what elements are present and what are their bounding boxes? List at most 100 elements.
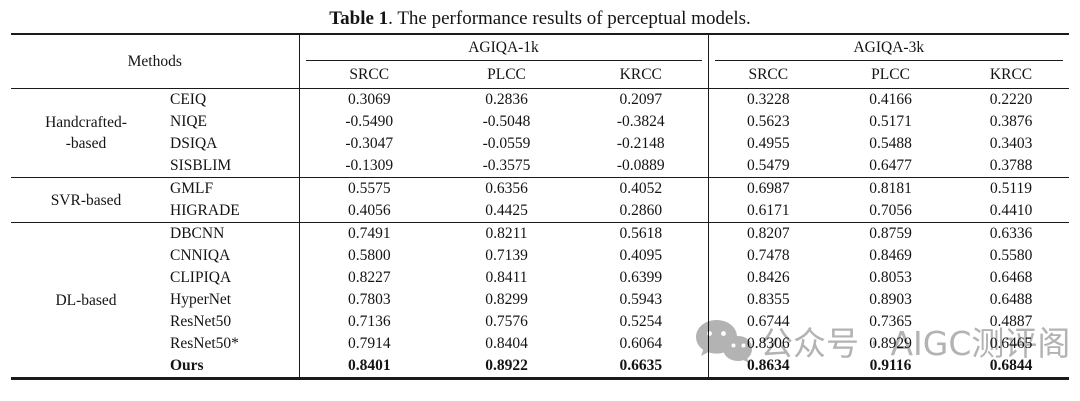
metric-value: 0.6171	[707, 200, 829, 223]
metric-value: 0.5623	[707, 111, 829, 133]
method-name: ResNet50*	[170, 335, 239, 352]
category-label-svr: SVR-based	[50, 191, 122, 209]
table-row: SVR-based GMLF 0.5575 0.6356 0.4052 0.69…	[11, 177, 1069, 209]
table-row: DL-based DBCNN 0.7491 0.8211 0.5618 0.82…	[11, 222, 1069, 309]
method-name: Ours	[170, 357, 204, 374]
metric-value: 0.5488	[869, 135, 912, 152]
metric-value: 0.6488	[989, 291, 1033, 308]
table-row: ResNet50 0.7136 0.7576 0.5254 0.6744 0.7…	[11, 311, 1069, 333]
metric-value: 0.6635	[619, 357, 663, 374]
metric-value: -0.3047	[298, 133, 439, 155]
metric-value: 0.7136	[298, 311, 439, 333]
table-row-ours: Ours 0.8401 0.8922 0.6635 0.8634 0.9116 …	[11, 355, 1069, 379]
metric-value: 0.4052	[619, 180, 663, 197]
metric-value: 0.8426	[707, 267, 829, 289]
metric-value: 0.4425	[485, 202, 528, 219]
methods-header: Methods	[127, 52, 182, 70]
metric-value: 0.5575	[298, 177, 439, 200]
metric-value: 0.2220	[989, 91, 1033, 108]
metric-value: 0.8922	[485, 357, 528, 374]
metric-value: 0.2836	[485, 91, 528, 108]
metric-value: 0.4056	[298, 200, 439, 223]
metric-value: -0.3824	[616, 113, 665, 130]
table-header: Methods AGIQA-1k AGIQA-3k SRCC PLCC KRCC…	[11, 34, 1070, 89]
metric-value: 0.7139	[485, 247, 528, 264]
method-name: HyperNet	[170, 291, 232, 308]
metric-value: 0.8227	[298, 267, 439, 289]
table-row: HIGRADE 0.4056 0.4425 0.2860 0.6171 0.70…	[11, 200, 1069, 223]
metric-value: 0.8411	[485, 269, 528, 286]
metric-value: 0.2860	[619, 202, 663, 219]
metric-header-krcc-1k: KRCC	[574, 61, 709, 89]
metric-value: 0.8355	[707, 289, 829, 311]
metric-header-srcc-3k: SRCC	[707, 61, 829, 89]
metric-value: 0.8211	[485, 225, 528, 242]
results-table: Methods AGIQA-1k AGIQA-3k SRCC PLCC KRCC…	[11, 33, 1070, 380]
metric-value: 0.6744	[707, 311, 829, 333]
group-handcrafted: Handcrafted- -based CEIQ 0.3069 0.2836 0…	[11, 88, 1070, 178]
metric-value: 0.6477	[869, 157, 912, 174]
category-label-dl: DL-based	[55, 291, 117, 309]
metric-value: 0.3788	[989, 157, 1033, 174]
table-row: DSIQA -0.3047 -0.0559 -0.2148 0.4955 0.5…	[11, 133, 1069, 155]
metric-value: 0.4887	[989, 313, 1033, 330]
method-name: HIGRADE	[170, 202, 240, 219]
metric-value: 0.5943	[619, 291, 663, 308]
metric-value: 0.7365	[869, 313, 912, 330]
metric-value: 0.3069	[298, 88, 439, 111]
table-caption-text: . The performance results of perceptual …	[388, 8, 751, 29]
method-name: GMLF	[170, 180, 214, 197]
metric-value: 0.7803	[298, 289, 439, 311]
metric-value: 0.5119	[990, 180, 1033, 197]
metric-value: 0.6399	[619, 269, 663, 286]
dataset-header-agiqa-3k: AGIQA-3k	[707, 34, 1070, 61]
table-row: CNNIQA 0.5800 0.7139 0.4095 0.7478 0.846…	[11, 245, 1069, 267]
metric-value: 0.6356	[485, 180, 528, 197]
metric-value: 0.3403	[989, 135, 1033, 152]
table-row: CLIPIQA 0.8227 0.8411 0.6399 0.8426 0.80…	[11, 267, 1069, 289]
metric-value: 0.6987	[707, 177, 829, 200]
metric-value: 0.6468	[989, 269, 1033, 286]
table-row: Handcrafted- -based CEIQ 0.3069 0.2836 0…	[11, 88, 1069, 152]
metric-value: 0.2097	[619, 91, 663, 108]
metric-value: 0.8401	[298, 355, 439, 379]
metric-value: 0.7056	[869, 202, 912, 219]
metric-value: -0.1309	[298, 155, 439, 178]
metric-value: 0.7491	[298, 222, 439, 245]
metric-value: -0.3575	[482, 157, 531, 174]
table-row: NIQE -0.5490 -0.5048 -0.3824 0.5623 0.51…	[11, 111, 1069, 133]
metric-value: 0.8299	[485, 291, 528, 308]
metric-header-srcc-1k: SRCC	[298, 61, 439, 89]
metric-value: 0.5618	[619, 225, 663, 242]
table-caption-label: Table 1	[329, 8, 389, 29]
metric-value: 0.7478	[707, 245, 829, 267]
metric-value: 0.8929	[869, 335, 912, 352]
metric-value: 0.4095	[619, 247, 663, 264]
category-label-handcrafted: Handcrafted- -based	[45, 114, 127, 152]
metric-value: 0.5479	[707, 155, 829, 178]
dataset-header-agiqa-1k: AGIQA-1k	[298, 34, 709, 61]
metric-value: 0.7914	[298, 333, 439, 355]
metric-value: -0.0559	[482, 135, 531, 152]
metric-value: 0.4410	[989, 202, 1033, 219]
metric-value: 0.5254	[619, 313, 663, 330]
metric-header-plcc-1k: PLCC	[439, 61, 574, 89]
metric-value: 0.9116	[869, 357, 912, 374]
metric-value: -0.0889	[616, 157, 665, 174]
method-name: CLIPIQA	[170, 269, 232, 286]
metric-value: 0.6064	[619, 335, 663, 352]
metric-value: 0.4166	[869, 91, 912, 108]
method-name: DSIQA	[170, 135, 218, 152]
metric-value: 0.8207	[707, 222, 829, 245]
group-svr: SVR-based GMLF 0.5575 0.6356 0.4052 0.69…	[11, 177, 1070, 223]
metric-value: 0.8469	[869, 247, 912, 264]
table-caption: Table 1. The performance results of perc…	[0, 0, 1080, 30]
metric-value: 0.4955	[707, 133, 829, 155]
metric-value: 0.3876	[989, 113, 1033, 130]
metric-value: 0.8759	[869, 225, 912, 242]
method-name: NIQE	[170, 113, 208, 130]
metric-value: 0.6336	[989, 225, 1033, 242]
metric-value: 0.7576	[485, 313, 528, 330]
metric-value: -0.5048	[482, 113, 531, 130]
